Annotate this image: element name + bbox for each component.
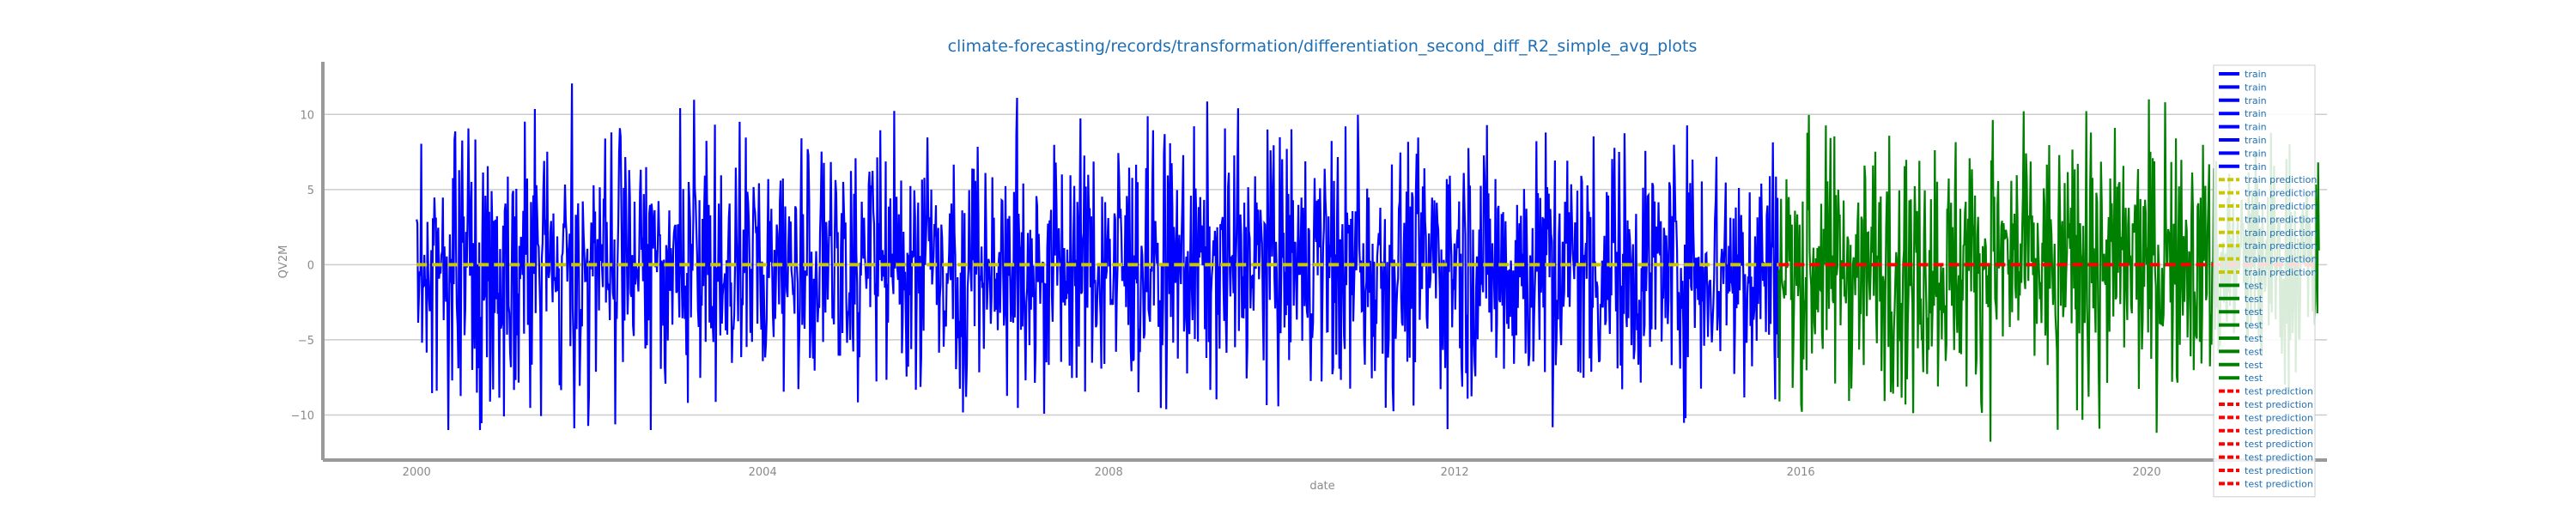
legend-label: test (2245, 306, 2263, 318)
legend-label: test (2245, 373, 2263, 384)
legend-label: test (2245, 294, 2263, 305)
legend-label: train prediction (2245, 254, 2317, 265)
legend-label: train (2245, 135, 2267, 146)
legend: traintraintraintraintraintraintraintrain… (2213, 64, 2317, 498)
x-tick-label: 2020 (2133, 466, 2161, 479)
legend-label: test prediction (2245, 478, 2313, 489)
legend-label: test prediction (2245, 412, 2313, 423)
legend-label: test (2245, 320, 2263, 331)
y-axis-label: QV2M (277, 245, 290, 279)
x-tick-label: 2016 (1787, 466, 1815, 479)
y-tick-label: −5 (298, 335, 314, 348)
series-line-train (416, 83, 1780, 431)
legend-label: test prediction (2245, 439, 2313, 450)
legend-label: test (2245, 360, 2263, 371)
legend-label: test prediction (2245, 426, 2313, 437)
legend-label: train prediction (2245, 267, 2317, 278)
x-axis-label: date (1309, 480, 1334, 493)
legend-label: train (2245, 122, 2267, 133)
legend-label: train (2245, 108, 2267, 119)
legend-label: train (2245, 95, 2267, 106)
legend-label: test (2245, 346, 2263, 357)
y-ticks: 10 5 0 −5 −10 (291, 109, 314, 422)
x-tick-label: 2012 (1441, 466, 1469, 479)
legend-label: test prediction (2245, 386, 2313, 397)
legend-label: train prediction (2245, 227, 2317, 239)
x-tick-label: 2008 (1095, 466, 1123, 479)
x-tick-label: 2004 (749, 466, 777, 479)
legend-label: train prediction (2245, 240, 2317, 251)
legend-label: test (2245, 280, 2263, 291)
legend-label: train prediction (2245, 201, 2317, 212)
y-tick-label: −10 (291, 409, 314, 422)
legend-label: test prediction (2245, 452, 2313, 464)
legend-label: train (2245, 161, 2267, 173)
chart-title: climate-forecasting/records/transformati… (948, 37, 1698, 56)
x-ticks: 2000 2004 2008 2012 2016 2020 (403, 466, 2161, 479)
legend-label: train (2245, 148, 2267, 159)
legend-label: test prediction (2245, 465, 2313, 476)
x-tick-label: 2000 (403, 466, 431, 479)
legend-label: train prediction (2245, 188, 2317, 199)
legend-label: test prediction (2245, 399, 2313, 410)
legend-label: train prediction (2245, 214, 2317, 225)
y-tick-label: 10 (300, 109, 314, 122)
legend-label: test (2245, 333, 2263, 344)
legend-label: train (2245, 69, 2267, 80)
legend-label: train prediction (2245, 174, 2317, 185)
legend-box (2213, 64, 2316, 498)
y-tick-label: 5 (307, 185, 314, 197)
y-tick-label: 0 (307, 259, 314, 272)
legend-label: train (2245, 82, 2267, 93)
axes (321, 62, 2327, 462)
